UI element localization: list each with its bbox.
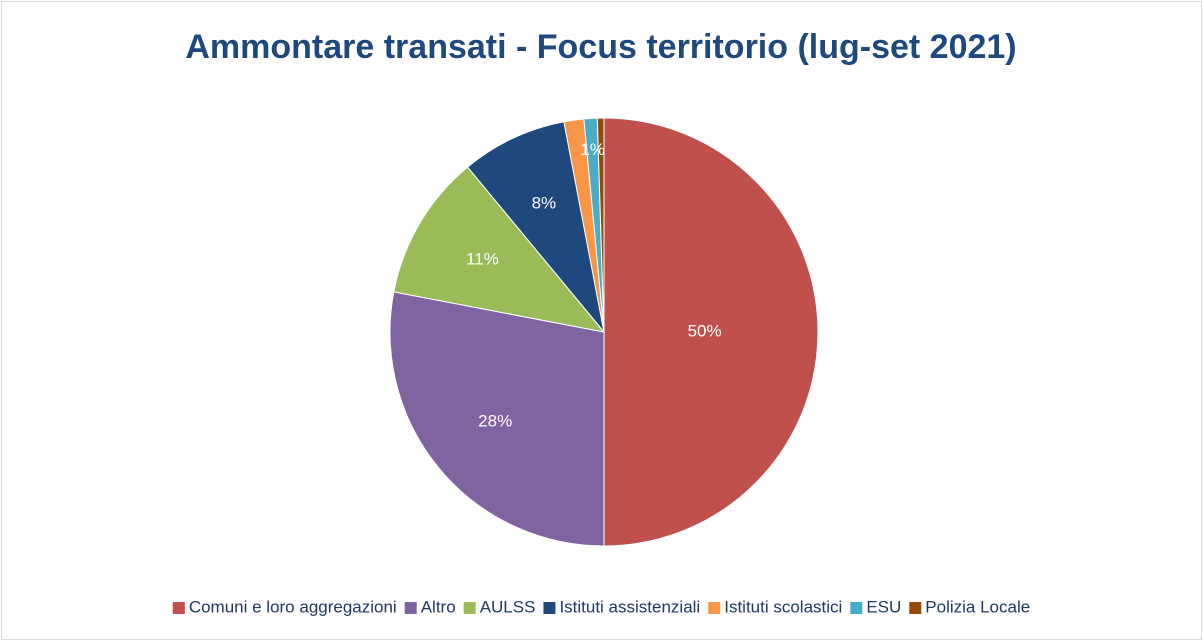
chart-title: Ammontare transati - Focus territorio (l… — [185, 28, 1016, 66]
pie-slice — [389, 291, 605, 547]
legend-label: ESU — [866, 597, 901, 616]
legend-label: AULSS — [480, 597, 536, 616]
legend-swatch — [463, 602, 476, 614]
legend-label: Comuni e loro aggregazioni — [189, 597, 397, 616]
pie-slice — [393, 166, 606, 333]
pie-slice — [466, 121, 605, 333]
legend-swatch — [850, 602, 863, 614]
data-label: 28% — [478, 412, 512, 431]
data-label: 1% — [580, 140, 605, 159]
data-label: 8% — [532, 194, 557, 213]
pie-slice — [596, 117, 605, 333]
legend-swatch — [708, 602, 721, 614]
legend-label: Istituti scolastici — [724, 597, 842, 616]
data-label: 50% — [688, 321, 722, 340]
legend-swatch — [909, 602, 922, 614]
legend-swatch — [543, 602, 556, 614]
legend-label: Polizia Locale — [925, 597, 1030, 616]
data-label: 11% — [466, 250, 499, 269]
legend-label: Altro — [421, 597, 456, 616]
pie-slice — [603, 117, 819, 547]
legend: Comuni e loro aggregazioni Altro AULSS Isti… — [172, 597, 1030, 616]
legend-swatch — [404, 602, 417, 614]
legend-swatch — [172, 602, 185, 614]
legend-label: Istituti assistenziali — [559, 597, 700, 616]
